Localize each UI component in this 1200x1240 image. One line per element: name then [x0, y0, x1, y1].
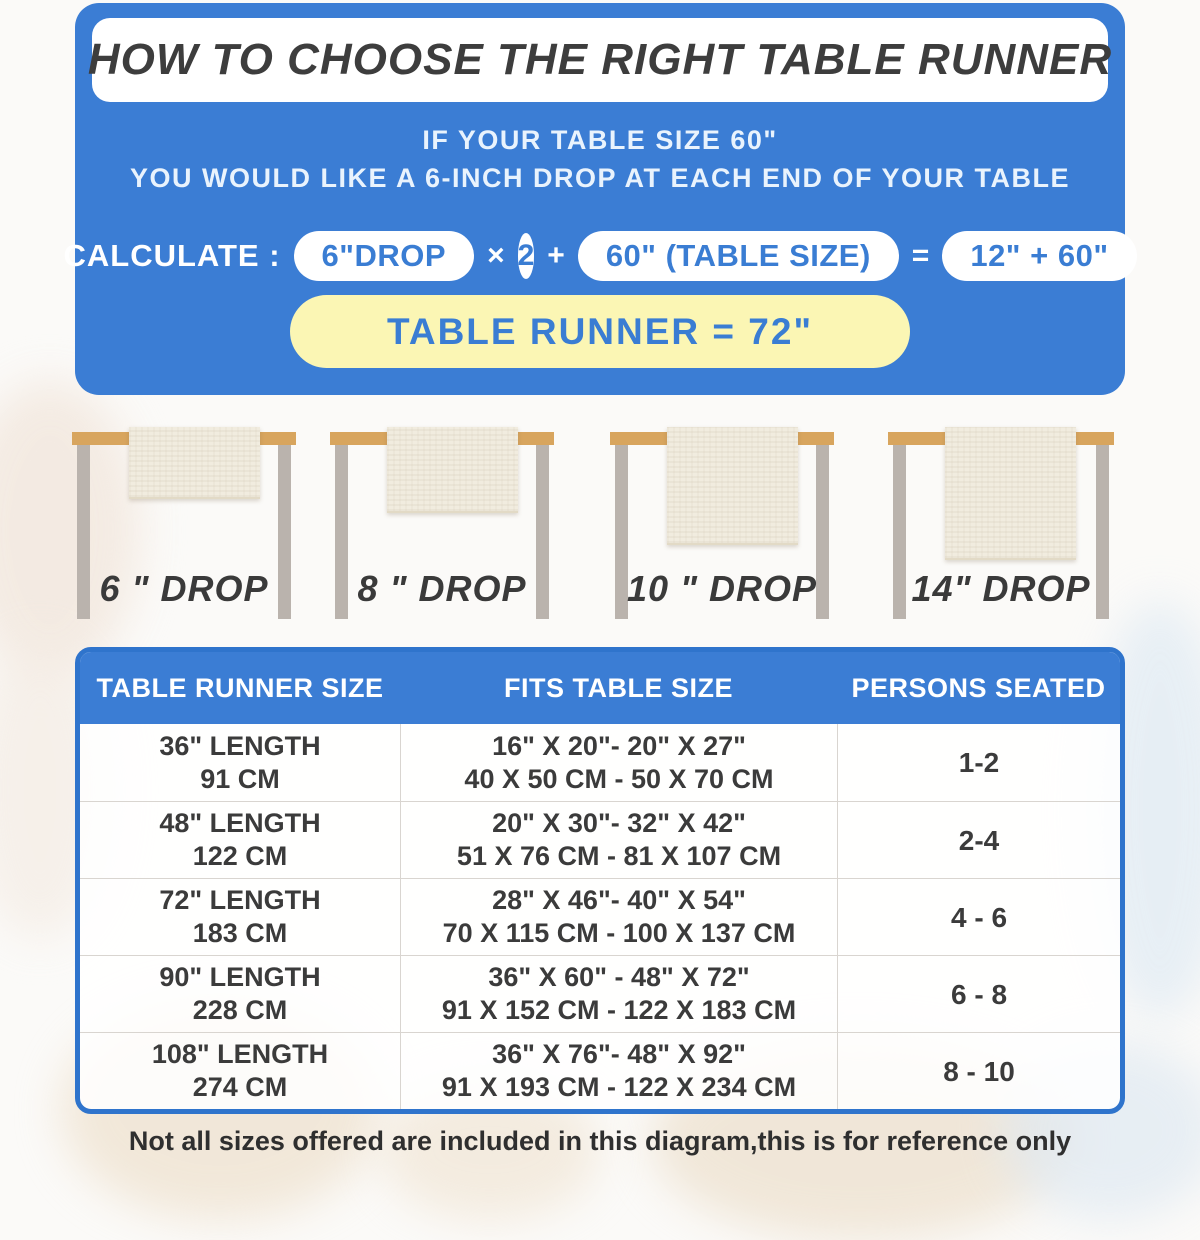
column-header-fits-size: FITS TABLE SIZE	[504, 672, 733, 703]
cell-line: 8 - 10	[943, 1055, 1015, 1087]
cell-line: 91 X 193 CM - 122 X 234 CM	[441, 1072, 797, 1102]
result-pill: TABLE RUNNER = 72"	[290, 295, 910, 368]
drop-figures: 6 " DROP 8 " DROP 10 " DROP 14" DROP	[0, 420, 1200, 630]
table-row: 36" LENGTH 91 CM 16" X 20"- 20" X 27" 40 X …	[80, 724, 1120, 801]
table-row: 48" LENGTH 122 CM 20" X 30"- 32" X 42" 51 X…	[80, 801, 1120, 878]
table-row: 90" LENGTH 228 CM 36" X 60" - 48" X 72" 91 …	[80, 955, 1120, 1032]
cell-line: 36" X 60" - 48" X 72"	[488, 962, 750, 992]
subtitle-line1: IF YOUR TABLE SIZE 60"	[422, 125, 778, 155]
table-runner-illustration	[129, 427, 260, 499]
table-row: 72" LENGTH 183 CM 28" X 46"- 40" X 54" 70 X…	[80, 878, 1120, 955]
runner-size-cell: 48" LENGTH 122 CM	[80, 801, 400, 878]
equals-sign: =	[911, 239, 930, 272]
cell-line: 28" X 46"- 40" X 54"	[492, 885, 746, 915]
table-figure-14in: 14" DROP	[888, 420, 1114, 625]
sum-pill: 12" + 60"	[942, 231, 1137, 281]
cell-line: 122 CM	[192, 841, 288, 871]
cell-line: 36" X 76"- 48" X 92"	[492, 1039, 746, 1069]
drop-pill: 6"DROP	[293, 231, 475, 281]
drop-label: 6 " DROP	[99, 568, 269, 609]
column-header-persons: PERSONS SEATED	[851, 672, 1106, 703]
table-runner-illustration	[945, 427, 1076, 560]
cell-line: 274 CM	[192, 1072, 288, 1102]
runner-size-cell: 72" LENGTH 183 CM	[80, 878, 400, 955]
runner-size-cell: 108" LENGTH 274 CM	[80, 1032, 400, 1109]
table-figure-10in: 10 " DROP	[610, 420, 834, 625]
cell-line: 91 X 152 CM - 122 X 183 CM	[441, 995, 797, 1025]
drop-label: 10 " DROP	[626, 568, 818, 609]
size-table-header: TABLE RUNNER SIZE FITS TABLE SIZE PERSON…	[80, 652, 1120, 724]
size-table-panel: TABLE RUNNER SIZE FITS TABLE SIZE PERSON…	[75, 647, 1125, 1114]
table-leg	[1096, 445, 1109, 619]
persons-cell: 8 - 10	[837, 1032, 1120, 1109]
column-header-runner-size: TABLE RUNNER SIZE	[96, 672, 384, 703]
runner-size-cell: 36" LENGTH 91 CM	[80, 724, 400, 801]
cell-line: 108" LENGTH	[151, 1039, 329, 1069]
cell-line: 16" X 20"- 20" X 27"	[492, 730, 746, 761]
plus-sign: +	[547, 239, 565, 272]
runner-size-cell: 90" LENGTH 228 CM	[80, 955, 400, 1032]
table-figure-8in: 8 " DROP	[330, 420, 554, 625]
cell-line: 51 X 76 CM - 81 X 107 CM	[456, 841, 782, 871]
table-leg	[335, 445, 348, 619]
table-leg	[278, 445, 291, 619]
table-figure-6in: 6 " DROP	[72, 420, 296, 625]
cell-line: 183 CM	[192, 918, 288, 948]
table-leg	[536, 445, 549, 619]
table-size-pill: 60" (TABLE SIZE)	[577, 231, 899, 281]
table-runner-illustration	[387, 427, 518, 513]
subtitle-line2: YOU WOULD LIKE A 6-INCH DROP AT EACH END…	[129, 163, 1071, 193]
title-banner: HOW TO CHOOSE THE RIGHT TABLE RUNNER	[88, 18, 1111, 102]
fits-size-cell: 36" X 60" - 48" X 72" 91 X 152 CM - 122 X…	[400, 955, 837, 1032]
table-row: 108" LENGTH 274 CM 36" X 76"- 48" X 92" 91 …	[80, 1032, 1120, 1109]
cell-line: 90" LENGTH	[159, 962, 321, 992]
persons-cell: 4 - 6	[837, 878, 1120, 955]
cell-line: 70 X 115 CM - 100 X 137 CM	[442, 918, 796, 948]
multiply-sign: ×	[487, 239, 505, 272]
drop-label: 8 " DROP	[357, 568, 527, 609]
page-title: HOW TO CHOOSE THE RIGHT TABLE RUNNER	[87, 35, 1113, 84]
cell-line: 91 CM	[200, 763, 280, 794]
table-leg	[615, 445, 628, 619]
cell-line: 20" X 30"- 32" X 42"	[492, 808, 746, 838]
cell-line: 36" LENGTH	[159, 730, 321, 761]
cell-line: 2-4	[958, 824, 1000, 856]
calculation-row: CALCULATE : 6"DROP × 2 + 60" (TABLE SIZE…	[63, 231, 1137, 281]
multiplier-badge: 2	[517, 233, 535, 279]
fits-size-cell: 36" X 76"- 48" X 92" 91 X 193 CM - 122 X …	[400, 1032, 837, 1109]
cell-line: 1-2	[958, 747, 1000, 778]
persons-cell: 2-4	[837, 801, 1120, 878]
table-runner-illustration	[667, 427, 798, 545]
drop-label: 14" DROP	[911, 568, 1091, 609]
persons-cell: 6 - 8	[837, 955, 1120, 1032]
persons-cell: 1-2	[837, 724, 1120, 801]
footer-note: Not all sizes offered are included in th…	[128, 1126, 1072, 1156]
fits-size-cell: 28" X 46"- 40" X 54" 70 X 115 CM - 100 X …	[400, 878, 837, 955]
cell-line: 72" LENGTH	[159, 885, 321, 915]
table-leg	[893, 445, 906, 619]
fits-size-cell: 20" X 30"- 32" X 42" 51 X 76 CM - 81 X 10…	[400, 801, 837, 878]
header-panel: HOW TO CHOOSE THE RIGHT TABLE RUNNER IF …	[63, 3, 1137, 395]
fits-size-cell: 16" X 20"- 20" X 27" 40 X 50 CM - 50 X 70…	[400, 724, 837, 801]
cell-line: 4 - 6	[950, 901, 1008, 933]
cell-line: 6 - 8	[950, 978, 1008, 1010]
table-leg	[816, 445, 829, 619]
calculate-label: CALCULATE :	[63, 238, 281, 273]
size-table-body: 36" LENGTH 91 CM 16" X 20"- 20" X 27" 40 X …	[80, 724, 1120, 1109]
cell-line: 228 CM	[192, 995, 288, 1025]
cell-line: 48" LENGTH	[159, 808, 321, 838]
cell-line: 40 X 50 CM - 50 X 70 CM	[464, 763, 774, 794]
